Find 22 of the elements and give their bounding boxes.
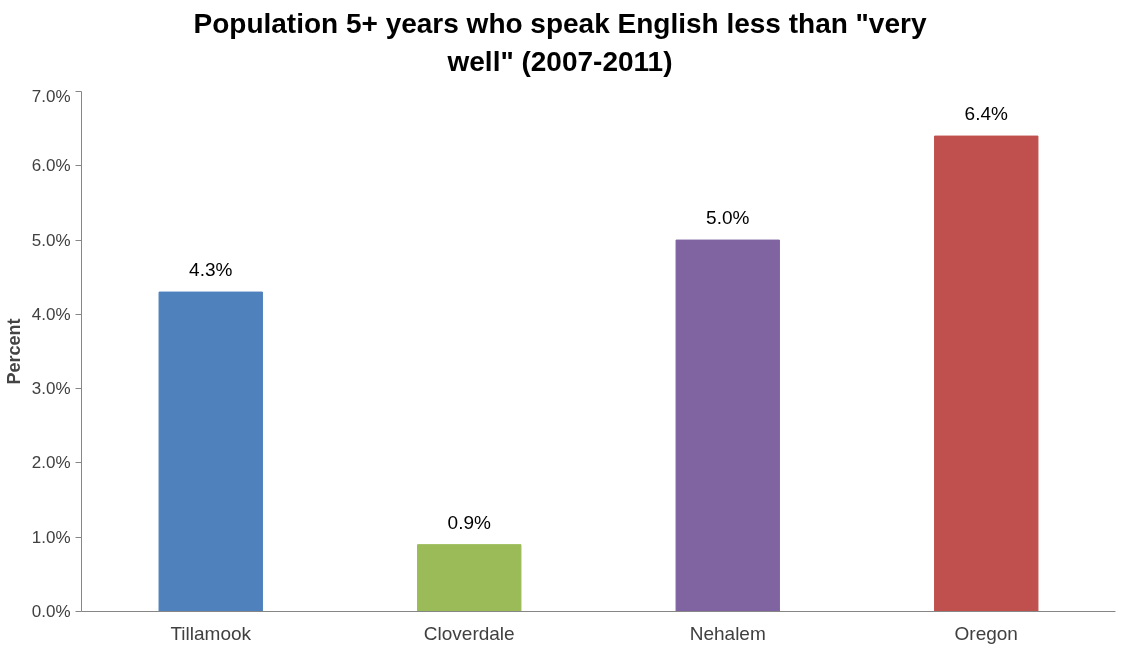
x-tick-label: Oregon	[954, 622, 1018, 644]
y-tick-label: 4.0%	[31, 304, 71, 324]
y-tick-label: 2.0%	[31, 453, 71, 473]
data-label: 4.3%	[189, 258, 233, 280]
y-tick-label: 3.0%	[31, 378, 71, 398]
y-tick-label: 1.0%	[31, 527, 71, 547]
y-axis-title: Percent	[3, 318, 24, 385]
x-tick-label: Cloverdale	[423, 622, 515, 644]
x-tick-label: Nehalem	[689, 622, 766, 644]
data-label: 0.9%	[447, 511, 492, 533]
bar	[158, 291, 263, 612]
x-tick-label: Tillamook	[170, 622, 252, 644]
data-label: 6.4%	[964, 102, 1009, 124]
y-tick-label: 7.0%	[31, 86, 71, 106]
y-tick-label: 0.0%	[31, 601, 71, 621]
bar	[934, 135, 1039, 612]
y-tick-label: 6.0%	[31, 155, 71, 175]
bar	[417, 543, 522, 612]
bar	[675, 239, 780, 612]
chart-title: Population 5+ years who speak English less than "very well" (2007-2011)	[192, 7, 928, 79]
y-tick-label: 5.0%	[31, 230, 71, 250]
data-label: 5.0%	[706, 206, 750, 228]
